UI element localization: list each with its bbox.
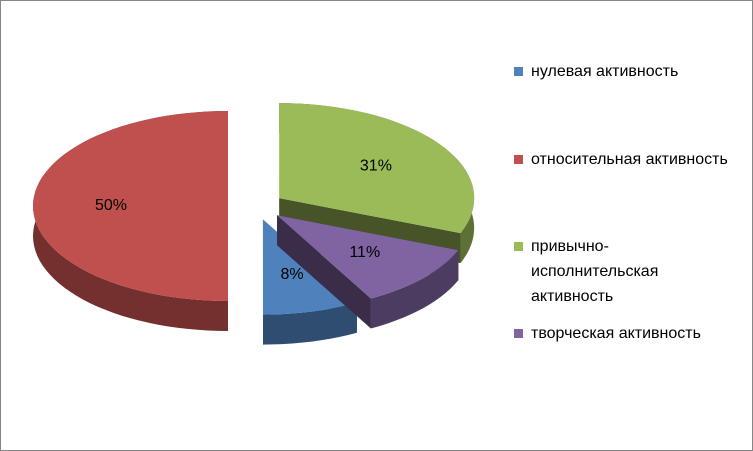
legend-label: привычно-исполнительская активность [531, 238, 659, 305]
slice-side [370, 250, 459, 329]
slice-top [277, 215, 459, 299]
pie-area: 8% 50% 31% 11% [33, 103, 475, 345]
slice-top [279, 103, 475, 234]
legend-swatch [514, 242, 523, 251]
pie-slice [33, 111, 228, 331]
data-label: 8% [280, 266, 303, 283]
data-label: 31% [360, 157, 392, 174]
data-label: 50% [95, 197, 127, 214]
legend-entry: привычно-исполнительская активность [514, 234, 731, 309]
legend-label: творческая активность [531, 325, 701, 342]
legend-swatch [514, 67, 523, 76]
legend-label: относительная активность [531, 151, 728, 168]
pie-slice [277, 215, 459, 329]
data-label: 11% [349, 244, 380, 261]
legend-label: нулевая активность [531, 63, 679, 80]
legend-entry: нулевая активность [514, 59, 731, 84]
legend-swatch [514, 155, 523, 164]
slice-wall [277, 215, 371, 329]
legend-entry: творческая активность [514, 321, 731, 346]
legend-entry: относительная активность [514, 147, 731, 172]
slice-side [263, 302, 357, 345]
slice-top [33, 111, 228, 301]
legend-swatch [514, 329, 523, 338]
